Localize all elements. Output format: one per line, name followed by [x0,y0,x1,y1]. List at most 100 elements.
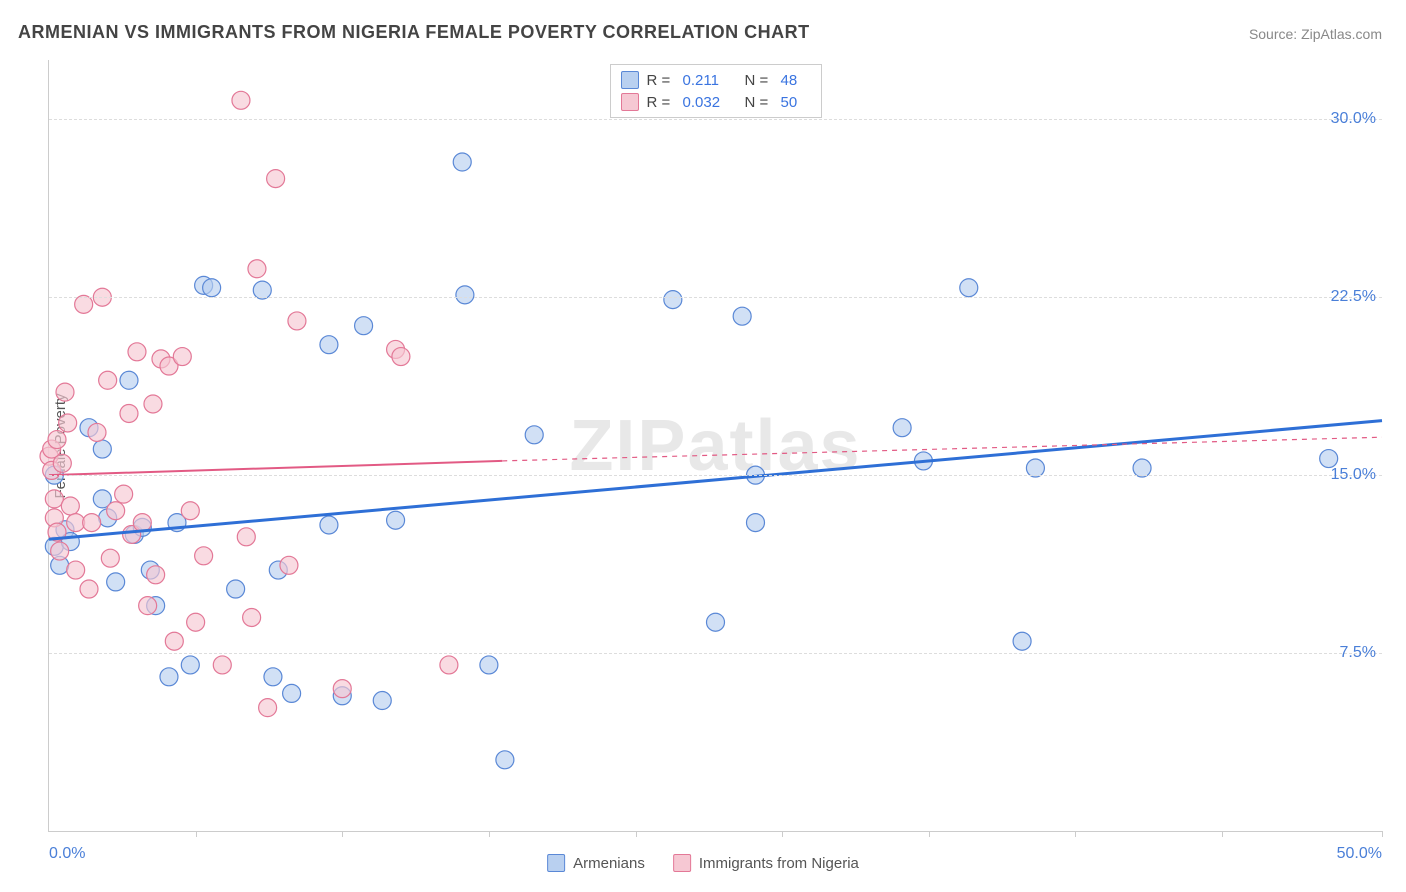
data-point [392,348,410,366]
data-point [320,336,338,354]
data-point [456,286,474,304]
y-tick-label: 22.5% [1331,288,1376,306]
data-point [93,440,111,458]
data-point [139,597,157,615]
series-legend-item: Armenians [547,854,645,872]
r-value: 0.211 [683,72,737,89]
x-tick [782,831,783,837]
data-point [259,699,277,717]
data-point [1013,632,1031,650]
data-point [115,485,133,503]
data-point [387,511,405,529]
data-point [333,680,351,698]
data-point [664,291,682,309]
chart-container: ARMENIAN VS IMMIGRANTS FROM NIGERIA FEMA… [0,0,1406,892]
data-point [88,423,106,441]
data-point [248,260,266,278]
data-point [56,383,74,401]
x-tick [1075,831,1076,837]
chart-title: ARMENIAN VS IMMIGRANTS FROM NIGERIA FEMA… [18,22,810,43]
data-point [187,613,205,631]
trend-line [49,421,1382,540]
r-value: 0.032 [683,94,737,111]
source-label: Source: ZipAtlas.com [1249,26,1382,42]
correlation-legend-row: R = 0.211 N = 48 [621,69,811,91]
data-point [80,580,98,598]
data-point [267,170,285,188]
gridline [49,297,1382,298]
data-point [45,490,63,508]
data-point [101,549,119,567]
series-legend-label: Immigrants from Nigeria [699,855,859,872]
data-point [144,395,162,413]
data-point [227,580,245,598]
data-point [960,279,978,297]
y-tick-label: 7.5% [1340,644,1376,662]
x-tick [929,831,930,837]
y-tick-label: 15.0% [1331,466,1376,484]
gridline [49,119,1382,120]
data-point [147,566,165,584]
data-point [264,668,282,686]
x-axis-max-label: 50.0% [1337,845,1382,863]
legend-swatch [621,93,639,111]
data-point [128,343,146,361]
data-point [67,514,85,532]
x-tick [1382,831,1383,837]
data-point [283,684,301,702]
data-point [67,561,85,579]
data-point [232,91,250,109]
n-label: N = [745,72,773,89]
data-point [107,573,125,591]
data-point [165,632,183,650]
data-point [173,348,191,366]
series-legend-label: Armenians [573,855,645,872]
data-point [120,371,138,389]
data-point [83,514,101,532]
x-tick [636,831,637,837]
data-point [243,608,261,626]
data-point [53,454,71,472]
data-point [181,656,199,674]
data-point [181,502,199,520]
data-point [893,419,911,437]
x-tick [489,831,490,837]
trend-line-extrapolated [502,437,1382,461]
data-point [237,528,255,546]
data-point [59,414,77,432]
series-legend-item: Immigrants from Nigeria [673,854,859,872]
data-point [120,404,138,422]
n-value: 48 [781,72,811,89]
data-point [99,371,117,389]
gridline [49,653,1382,654]
legend-swatch [673,854,691,872]
data-point [480,656,498,674]
legend-swatch [547,854,565,872]
r-label: R = [647,94,675,111]
plot-area: ZIPatlas 0.0% 50.0% R = 0.211 N = 48 R =… [48,60,1382,832]
trend-line [49,461,502,475]
legend-swatch [621,71,639,89]
data-point [107,502,125,520]
data-point [61,497,79,515]
data-point [1320,450,1338,468]
data-point [453,153,471,171]
n-label: N = [745,94,773,111]
data-point [440,656,458,674]
data-point [213,656,231,674]
x-tick [1222,831,1223,837]
n-value: 50 [781,94,811,111]
data-point [525,426,543,444]
r-label: R = [647,72,675,89]
data-point [733,307,751,325]
data-point [288,312,306,330]
data-point [195,547,213,565]
correlation-legend-row: R = 0.032 N = 50 [621,91,811,113]
x-tick [196,831,197,837]
data-point [51,542,69,560]
data-point [48,431,66,449]
data-point [280,556,298,574]
plot-svg [49,60,1382,831]
y-tick-label: 30.0% [1331,110,1376,128]
data-point [160,668,178,686]
